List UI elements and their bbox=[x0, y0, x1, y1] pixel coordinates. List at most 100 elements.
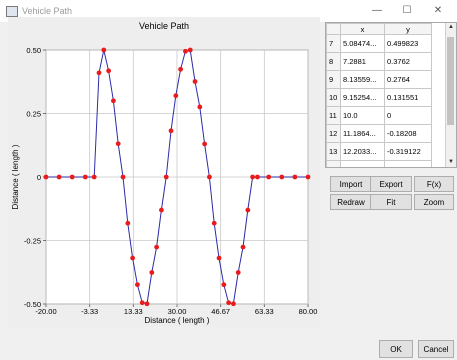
export-button[interactable]: Export bbox=[370, 176, 412, 192]
data-point bbox=[240, 244, 246, 250]
data-point bbox=[159, 207, 164, 213]
data-point bbox=[226, 300, 232, 306]
x-tick-label: 63.33 bbox=[255, 307, 274, 316]
table-row[interactable]: 9 8.13559... 0.2764 bbox=[326, 70, 432, 89]
data-point bbox=[130, 255, 136, 261]
y-cell[interactable]: 0.3762 bbox=[384, 52, 432, 71]
table-row[interactable]: 10 9.15254... 0.131551 bbox=[326, 88, 432, 107]
table-row[interactable]: 8 7.2881 0.3762 bbox=[326, 52, 432, 71]
table-row[interactable]: 13 12.2033... -0.319122 bbox=[326, 142, 432, 161]
table-scrollbar[interactable]: ▲ ▼ bbox=[445, 23, 456, 167]
data-point bbox=[235, 270, 241, 275]
data-point bbox=[144, 301, 150, 307]
row-number[interactable]: 9 bbox=[326, 70, 341, 89]
x-cell[interactable]: 10.0 bbox=[340, 106, 385, 125]
data-point bbox=[115, 141, 121, 147]
table-row[interactable]: 12 11.1864... -0.18208 bbox=[326, 124, 432, 143]
y-cell[interactable]: -0.18208 bbox=[384, 124, 432, 143]
data-point bbox=[255, 174, 260, 180]
x-cell[interactable]: 12.2033... bbox=[340, 142, 385, 161]
y-tick-label: 0.50 bbox=[26, 46, 41, 55]
minimize-button[interactable]: — bbox=[372, 5, 382, 16]
x-tick-label: 13.33 bbox=[124, 307, 143, 316]
data-point bbox=[120, 174, 126, 180]
column-header-y[interactable]: y bbox=[384, 23, 432, 35]
row-number[interactable]: 13 bbox=[326, 142, 341, 161]
table-row[interactable]: 11 10.0 0 bbox=[326, 106, 432, 125]
scroll-down-icon[interactable]: ▼ bbox=[448, 159, 454, 165]
x-cell[interactable]: 11.1864... bbox=[340, 124, 385, 143]
data-point bbox=[216, 255, 222, 261]
import-button[interactable]: Import bbox=[330, 176, 372, 192]
x-tick-label: -3.33 bbox=[81, 307, 98, 316]
y-cell[interactable]: -0.319122 bbox=[384, 142, 432, 161]
corner-header bbox=[326, 23, 341, 35]
redraw-button[interactable]: Redraw bbox=[330, 194, 372, 210]
data-point bbox=[163, 174, 169, 180]
table-row[interactable]: 7 5.08474... 0.499823 bbox=[326, 34, 432, 53]
data-point bbox=[91, 174, 97, 180]
data-point bbox=[211, 220, 217, 226]
x-cell[interactable]: 13.2203 bbox=[340, 160, 385, 167]
data-point bbox=[149, 270, 155, 275]
y-cell[interactable]: 0.499823 bbox=[384, 34, 432, 53]
y-tick-label: -0.50 bbox=[24, 300, 41, 309]
scroll-thumb[interactable] bbox=[447, 37, 454, 125]
title-bar: Vehicle Path — ☐ ✕ bbox=[0, 0, 457, 22]
x-tick-label: 30.00 bbox=[168, 307, 187, 316]
y-cell[interactable]: 0.2764 bbox=[384, 70, 432, 89]
row-number[interactable]: 11 bbox=[326, 106, 341, 125]
x-cell[interactable]: 8.13559... bbox=[340, 70, 385, 89]
data-point bbox=[101, 47, 107, 53]
cancel-button[interactable]: Cancel bbox=[418, 340, 454, 358]
data-point bbox=[250, 174, 256, 180]
ok-button[interactable]: OK bbox=[379, 340, 413, 358]
x-axis-label: Distance ( length ) bbox=[145, 316, 210, 325]
x-cell[interactable]: 5.08474... bbox=[340, 34, 385, 53]
y-tick-label: 0.25 bbox=[26, 110, 41, 119]
vehicle-path-chart[interactable]: -20.00 -3.33 13.33 30.00 46.67 63.33 80.00 0.50… bbox=[8, 17, 320, 327]
x-cell[interactable]: 9.15254... bbox=[340, 88, 385, 107]
data-point bbox=[111, 98, 116, 104]
table-row[interactable]: 1413.2203-0.423867 bbox=[326, 160, 432, 167]
data-point bbox=[96, 70, 102, 76]
data-point bbox=[183, 48, 188, 54]
row-number[interactable]: 8 bbox=[326, 52, 341, 71]
data-grid: x y 7 5.08474... 0.499823 8 7.2881 0.3762 9 8.1… bbox=[326, 23, 432, 167]
row-number[interactable]: 14 bbox=[326, 160, 341, 167]
row-number[interactable]: 7 bbox=[326, 34, 341, 53]
y-tick-label: 0 bbox=[37, 173, 41, 182]
fx-button[interactable]: F(x) bbox=[414, 176, 454, 192]
x-tick-label: 46.67 bbox=[211, 307, 230, 316]
data-point bbox=[279, 174, 285, 180]
data-point bbox=[56, 174, 62, 180]
column-header-x[interactable]: x bbox=[340, 23, 385, 35]
data-point bbox=[178, 66, 184, 72]
y-cell[interactable]: 0 bbox=[384, 106, 432, 125]
data-point bbox=[221, 282, 227, 288]
chart-title: Vehicle Path bbox=[138, 21, 190, 31]
data-table[interactable]: x y 7 5.08474... 0.499823 8 7.2881 0.3762 9 8.1… bbox=[325, 22, 457, 168]
data-point bbox=[139, 300, 145, 306]
y-cell[interactable]: -0.423867 bbox=[384, 160, 432, 167]
data-point bbox=[43, 174, 49, 180]
row-number[interactable]: 10 bbox=[326, 88, 341, 107]
y-tick-label: -0.25 bbox=[24, 237, 41, 246]
plot-panel[interactable]: Vehicle Path -20.00 -3.33 13.33 30.00 46.67 6… bbox=[8, 17, 320, 327]
app-icon bbox=[6, 6, 18, 17]
fit-button[interactable]: Fit bbox=[370, 194, 412, 210]
y-axis-label: Distance ( length ) bbox=[11, 144, 20, 209]
maximize-button[interactable]: ☐ bbox=[402, 5, 412, 16]
data-point bbox=[197, 104, 203, 110]
data-point bbox=[266, 174, 272, 180]
data-point bbox=[168, 128, 174, 134]
y-cell[interactable]: 0.131551 bbox=[384, 88, 432, 107]
scroll-up-icon[interactable]: ▲ bbox=[448, 24, 454, 30]
window-title: Vehicle Path bbox=[22, 6, 73, 16]
data-point bbox=[192, 79, 198, 84]
close-button[interactable]: ✕ bbox=[433, 5, 443, 16]
zoom-button[interactable]: Zoom bbox=[414, 194, 454, 210]
row-number[interactable]: 12 bbox=[326, 124, 341, 143]
x-cell[interactable]: 7.2881 bbox=[340, 52, 385, 71]
